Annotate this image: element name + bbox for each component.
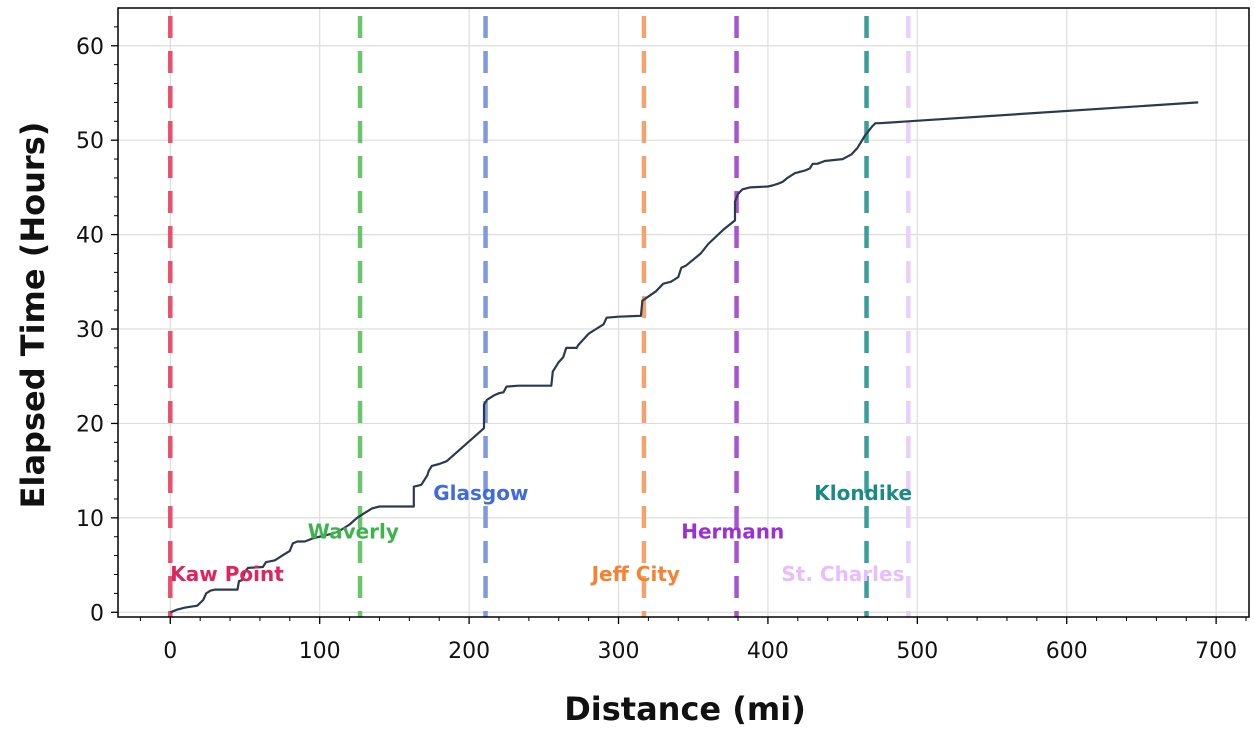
checkpoint-lines [168,16,911,617]
checkpoint-label: Jeff City [590,562,680,586]
checkpoint-label: Glasgow [433,481,528,505]
plot-frame [117,7,1250,618]
x-tick-label: 700 [1195,639,1237,664]
x-tick-label: 500 [896,639,938,664]
checkpoint-label: St. Charles [781,562,904,586]
y-tick-label: 50 [76,129,104,154]
grid [118,8,1249,617]
y-tick-label: 60 [76,35,104,60]
y-tick-label: 20 [76,412,104,437]
y-tick-label: 10 [76,507,104,532]
x-tick-label: 100 [299,639,341,664]
y-tick-label: 40 [76,224,104,249]
axis-ticks: 0 100 200 300 400 500 600 700 0 10 20 30 40 50 60 [76,26,1247,664]
checkpoint-label: Kaw Point [170,562,284,586]
x-tick-label: 400 [747,639,789,664]
checkpoint-label: Klondike [814,481,912,505]
y-tick-label: 30 [76,318,104,343]
y-tick-label: 0 [90,601,104,626]
y-axis-title: Elapsed Time (Hours) [14,122,52,509]
checkpoint-label: Hermann [681,520,784,544]
elapsed-time-line [169,101,1199,614]
checkpoint-label: Waverly [308,520,399,544]
x-tick-label: 0 [163,639,177,664]
series [169,101,1199,614]
x-tick-label: 300 [598,639,640,664]
x-tick-label: 200 [448,639,490,664]
x-axis-title: Distance (mi) [564,690,806,728]
x-tick-label: 600 [1046,639,1088,664]
